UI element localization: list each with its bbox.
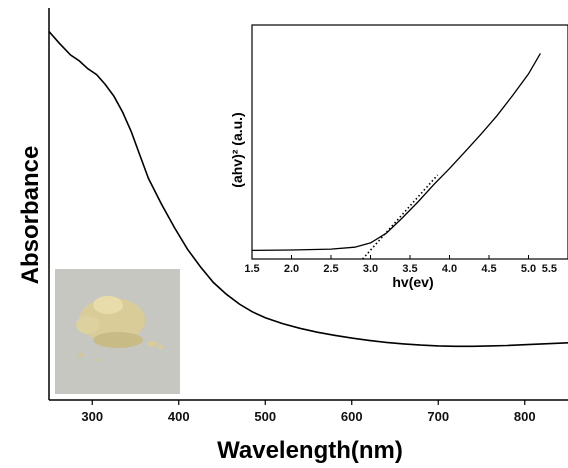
powder-pile-top (93, 296, 123, 314)
main-x-tick-label: 300 (81, 409, 103, 424)
main-x-tick-label: 800 (514, 409, 536, 424)
inset-x-tick-label: 3.5 (402, 263, 417, 275)
inset-x-tick-label: 4.5 (481, 263, 496, 275)
powder-speck (98, 358, 102, 362)
inset-x-tick-label: 5.5 (542, 263, 557, 275)
main-x-tick-label: 500 (254, 409, 276, 424)
tauc-extrapolation-line (362, 174, 439, 260)
inset-x-tick-label: 1.5 (244, 263, 259, 275)
tauc-inset: 1.5 2.0 2.5 3.0 3.5 4.0 4.5 5.0 5.5 hv(ev) (ahv)… (229, 24, 568, 290)
inset-x-axis-title: hv(ev) (392, 274, 433, 290)
powder-speck (77, 353, 83, 357)
main-x-tick-label: 700 (427, 409, 449, 424)
absorbance-curve (48, 30, 568, 348)
tauc-curve (251, 53, 541, 252)
main-x-tick-label: 600 (341, 409, 363, 424)
powder-speck (157, 345, 163, 349)
powder-photo (55, 269, 180, 394)
main-x-ticks: 300 400 500 600 700 800 (81, 400, 536, 424)
main-x-tick-label: 400 (168, 409, 190, 424)
inset-x-tick-label: 5.0 (521, 263, 536, 275)
inset-x-tick-label: 2.5 (323, 263, 338, 275)
powder-pile-shadow (93, 332, 143, 348)
inset-x-tick-label: 3.0 (363, 263, 378, 275)
inset-x-tick-label: 2.0 (284, 263, 299, 275)
main-axes: 300 400 500 600 700 800 (48, 8, 568, 424)
inset-x-tick-label: 4.0 (442, 263, 457, 275)
powder-pile-left (76, 316, 100, 334)
main-y-axis-title: Absorbance (17, 146, 44, 285)
powder-speck (147, 341, 157, 347)
inset-y-axis-title: (ahv)² (a.u.) (229, 112, 245, 187)
main-x-axis-title: Wavelength(nm) (217, 437, 403, 464)
inset-frame (251, 24, 568, 260)
inset-x-ticks: 1.5 2.0 2.5 3.0 3.5 4.0 4.5 5.0 5.5 (244, 255, 568, 275)
